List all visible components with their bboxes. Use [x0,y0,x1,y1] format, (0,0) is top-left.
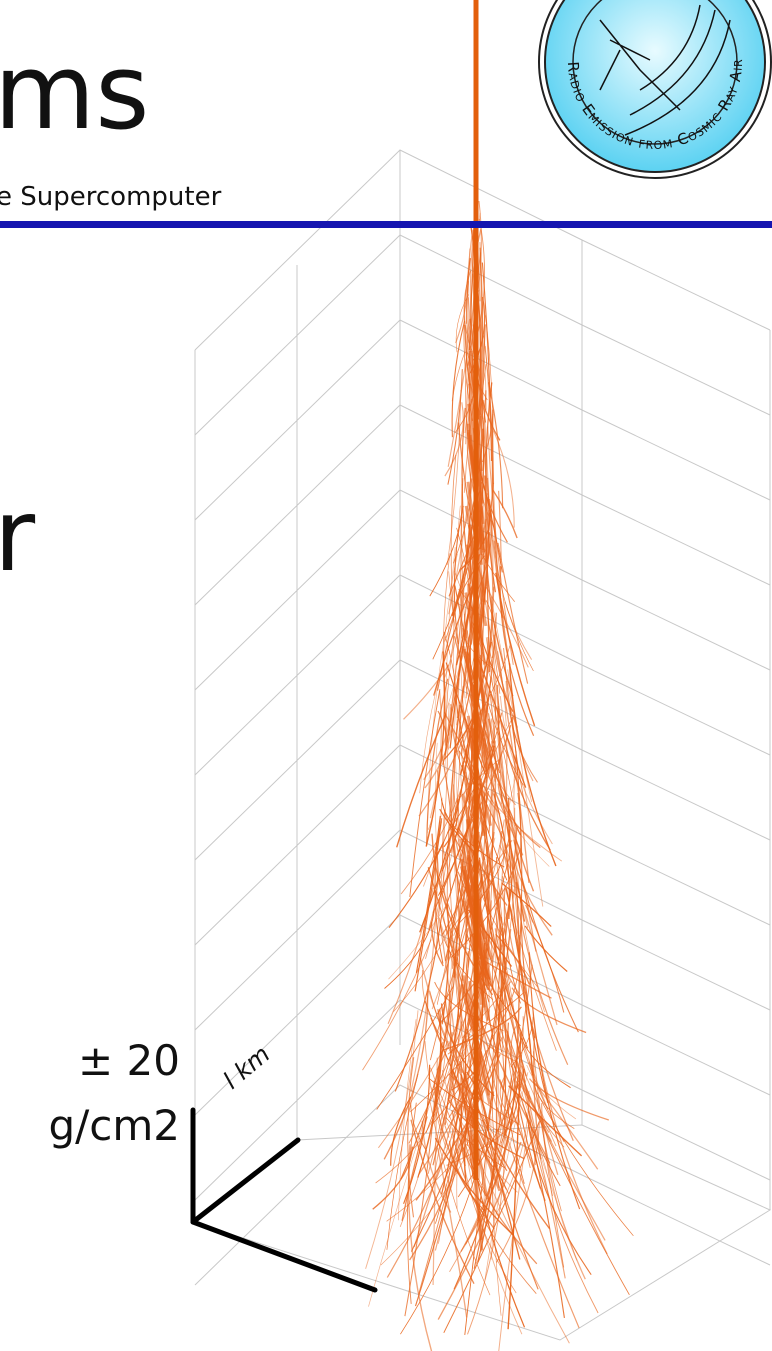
annotation-line: g/cm2 [48,1101,180,1150]
header-rule [0,221,772,228]
title: ms [0,31,150,153]
subtitle: e Supercomputer [0,182,222,212]
annotation-line: ± 20 [78,1036,180,1085]
slide: ms e Supercomputer r ± 20 g/cm2 l km Rad… [0,0,772,1351]
body-text: r [0,477,36,594]
